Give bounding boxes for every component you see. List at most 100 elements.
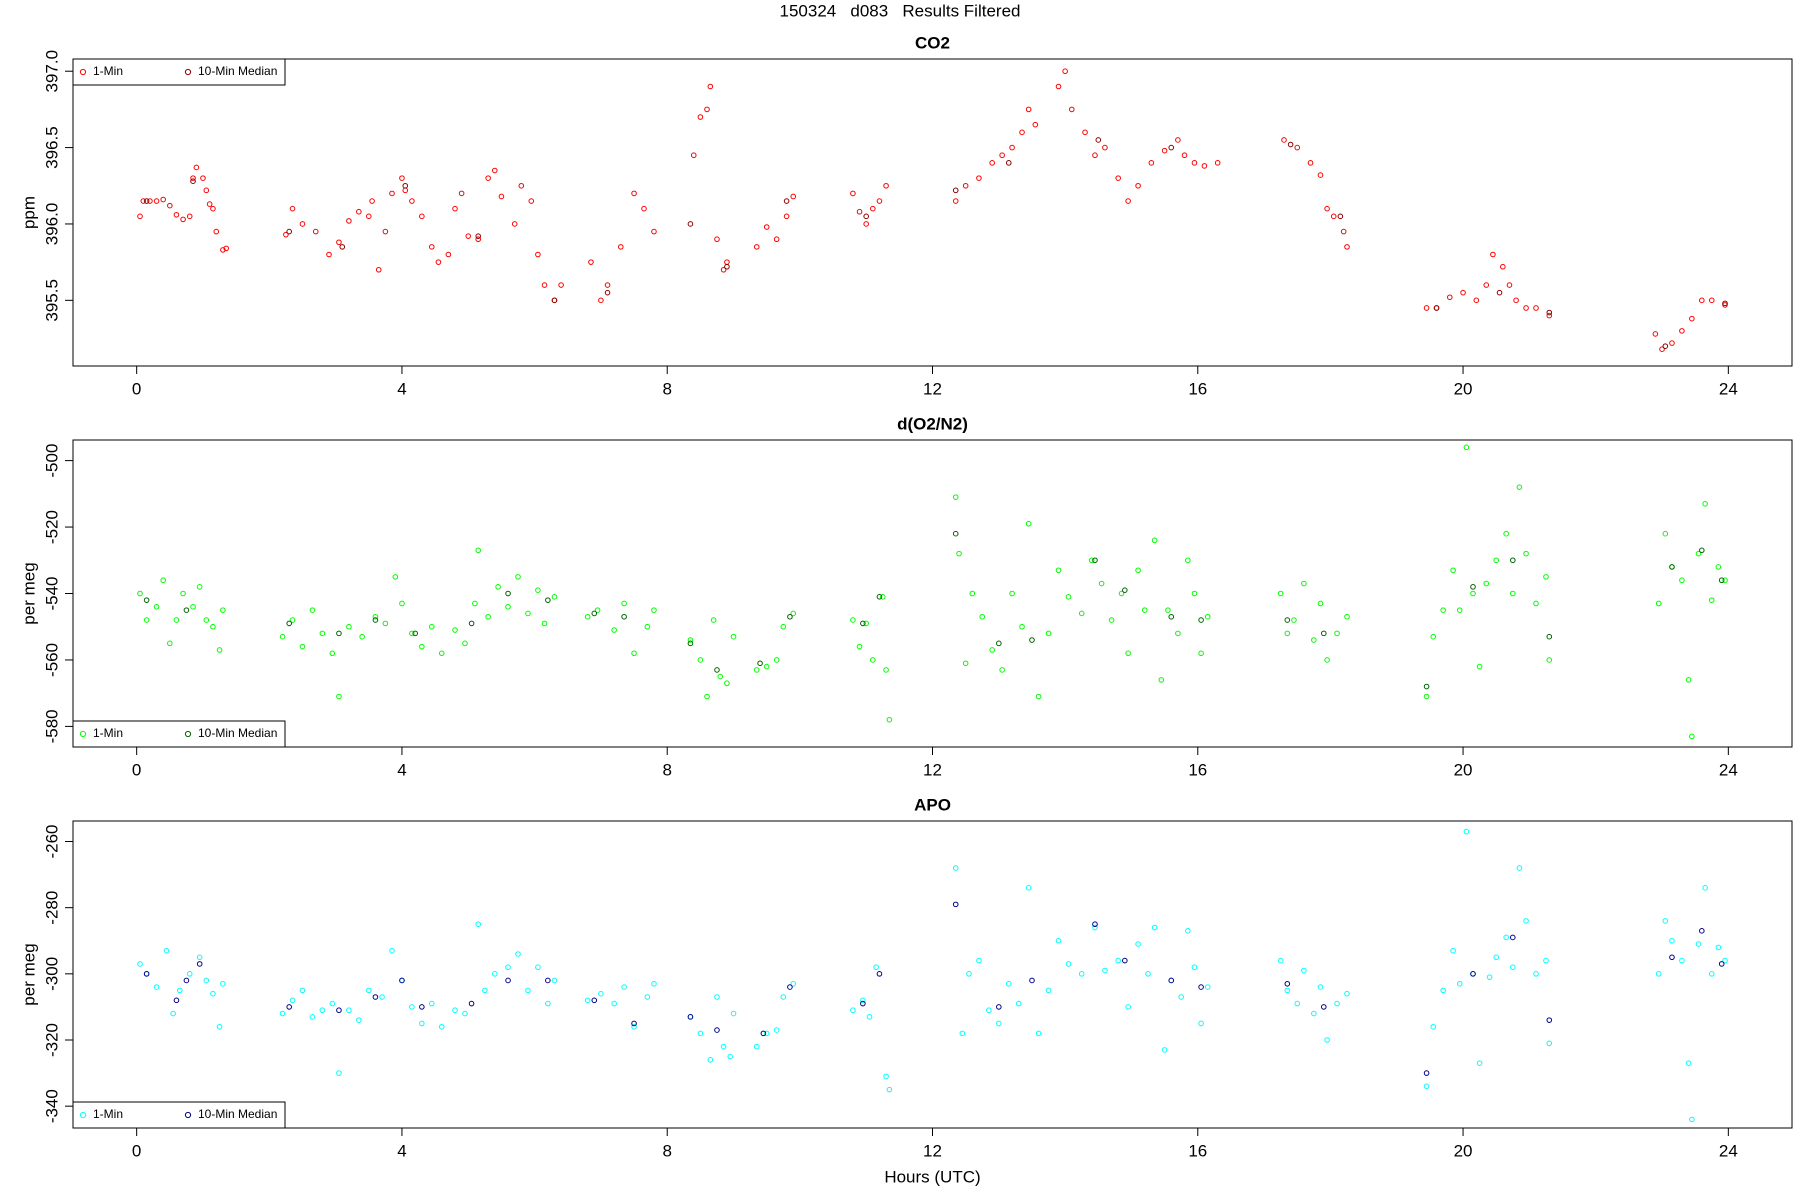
data-point — [757, 660, 763, 667]
data-point — [621, 600, 627, 607]
data-point — [962, 660, 969, 667]
y-tick-label: -280 — [42, 891, 61, 925]
data-point — [952, 494, 959, 500]
x-tick-label: 24 — [1719, 379, 1738, 398]
y-axis-label: ppm — [19, 196, 38, 229]
data-point — [299, 987, 306, 994]
data-point — [220, 247, 226, 253]
data-point — [289, 617, 296, 623]
legend-symbol — [184, 730, 192, 738]
data-point — [137, 213, 143, 220]
data-point — [986, 1007, 992, 1014]
data-point — [1135, 567, 1141, 574]
data-point — [591, 997, 598, 1004]
data-point — [289, 997, 296, 1004]
panel-title: CO2 — [915, 33, 950, 52]
data-point — [594, 607, 601, 613]
data-point — [1470, 584, 1476, 590]
data-point — [651, 228, 657, 235]
x-tick-label: 16 — [1188, 1141, 1207, 1160]
data-point — [1546, 1040, 1553, 1047]
data-point — [1659, 346, 1665, 352]
y-tick-label: -560 — [42, 643, 61, 677]
data-point — [1065, 594, 1072, 600]
data-point — [200, 175, 206, 181]
data-point — [1533, 305, 1539, 311]
data-point — [1423, 1070, 1430, 1076]
data-point — [1082, 129, 1088, 136]
data-point — [452, 205, 458, 212]
data-point — [1679, 577, 1685, 584]
data-point — [167, 640, 173, 647]
x-tick-label: 4 — [397, 379, 406, 398]
data-point — [1503, 934, 1509, 941]
data-point — [206, 201, 213, 207]
x-tick-label: 0 — [132, 760, 141, 779]
data-point — [1450, 947, 1456, 954]
data-point — [1334, 1000, 1340, 1007]
data-point — [1301, 580, 1307, 587]
data-point — [1198, 617, 1204, 623]
data-point — [475, 921, 482, 928]
data-point — [1470, 590, 1476, 597]
data-point — [1509, 590, 1516, 597]
data-point — [299, 221, 306, 227]
data-point — [1151, 537, 1158, 544]
data-point — [863, 213, 869, 220]
data-point — [412, 630, 419, 637]
data-point — [309, 1014, 316, 1020]
data-point — [1148, 160, 1155, 166]
data-point — [1433, 305, 1440, 311]
data-point — [1715, 944, 1722, 951]
data-point — [491, 971, 498, 977]
data-point — [468, 1000, 475, 1007]
data-point — [438, 1023, 445, 1030]
data-point — [356, 208, 362, 215]
data-point — [329, 650, 336, 657]
x-axis-label: Hours (UTC) — [884, 1167, 980, 1186]
data-point — [1277, 957, 1284, 964]
data-point — [143, 198, 150, 204]
data-point — [346, 1007, 352, 1014]
data-point — [773, 1027, 780, 1033]
data-point — [428, 1000, 435, 1007]
data-point — [1340, 228, 1347, 235]
data-point — [220, 607, 226, 613]
data-point — [1284, 980, 1291, 987]
data-point — [1456, 980, 1463, 987]
data-point — [598, 297, 604, 304]
x-tick-label: 16 — [1188, 760, 1207, 779]
data-point — [170, 1010, 176, 1017]
data-point — [1092, 921, 1098, 928]
data-point — [1115, 957, 1121, 964]
data-point — [1708, 297, 1715, 304]
data-point — [1158, 677, 1165, 683]
data-point — [883, 667, 889, 673]
data-point — [690, 152, 697, 159]
data-point — [621, 613, 627, 620]
data-point — [160, 196, 166, 203]
data-point — [1320, 630, 1327, 637]
data-point — [1523, 918, 1529, 924]
data-point — [1005, 980, 1012, 987]
data-point — [1699, 928, 1705, 934]
data-point — [1423, 693, 1430, 700]
data-point — [1440, 987, 1446, 994]
data-point — [604, 282, 611, 288]
data-point — [525, 610, 531, 617]
panel-title: d(O2/N2) — [897, 414, 968, 433]
y-tick-label: -540 — [42, 576, 61, 610]
data-point — [1317, 172, 1324, 178]
data-point — [143, 597, 150, 603]
data-point — [196, 961, 203, 967]
data-point — [1463, 828, 1470, 835]
data-point — [551, 297, 558, 304]
data-point — [1460, 289, 1466, 296]
legend-symbol — [184, 68, 192, 76]
data-point — [1045, 987, 1052, 994]
data-point — [545, 1000, 551, 1007]
data-point — [372, 613, 379, 620]
data-point — [372, 617, 379, 623]
data-point — [1546, 1017, 1553, 1023]
data-point — [697, 657, 704, 663]
